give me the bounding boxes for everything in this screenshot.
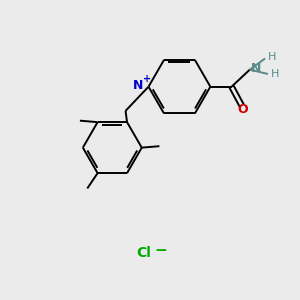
- Text: H: H: [270, 69, 279, 79]
- Text: H: H: [268, 52, 276, 62]
- Text: +: +: [143, 74, 151, 84]
- Text: N: N: [133, 79, 143, 92]
- Text: Cl: Cl: [137, 246, 152, 260]
- Text: O: O: [237, 103, 248, 116]
- Text: N: N: [251, 62, 262, 75]
- Text: −: −: [154, 243, 167, 258]
